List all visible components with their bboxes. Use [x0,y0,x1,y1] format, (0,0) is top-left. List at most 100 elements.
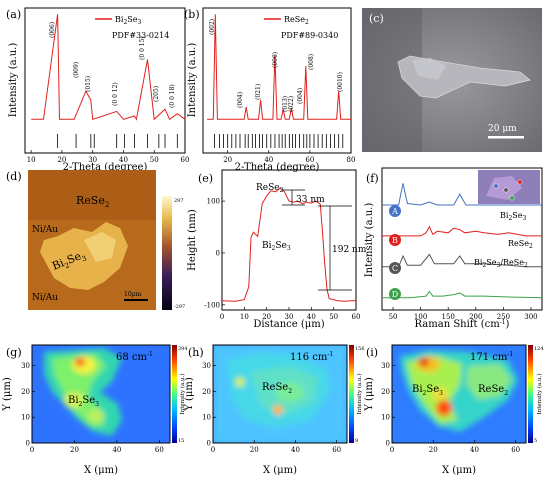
panel-h-cbar-min: 9 [355,438,358,444]
peak-label: (002) [209,19,216,35]
panel-g-letter: (g) [6,346,22,359]
panel-i: (i) 171 cm-1 Bi2Se3 ReSe2 124 5 Intensit… [364,344,544,476]
peak-label: (0 0 12) [112,82,119,106]
panel-e-label-bise: Bi2Se3 [262,241,291,252]
panel-b-ylabel: Intensity (a.u.) [187,43,198,118]
peak-label: (006) [272,52,279,68]
xrd-bi2se3-line [31,14,186,121]
panel-h-colorbar [349,345,354,443]
panel-i-cbar-min: 5 [534,438,537,444]
peak-label: (022) [288,96,295,112]
panel-c-scale-bar [488,136,524,139]
panel-h-xlabel: X (μm) [263,465,297,476]
panel-c-scale-label: 20 μm [488,124,517,134]
x-tick-label: 250 [497,313,510,321]
x-tick-label: 100 [414,313,427,321]
raman-spectrum-a [382,183,542,206]
panel-e: (e) Height (nm) Distance (μm) 0 10 20 30 40 5… [187,169,367,330]
x-tick-label: 20 [429,446,438,454]
panel-g-cbar-label: Intensity (a.u.) [179,374,186,415]
panel-a-peak-labels: (006) (009) (015) (0 0 12) (0 0 15) (205… [49,22,176,108]
panel-e-label-rese: ReSe2 [256,183,284,194]
panel-g-wavenumber: 68 cm-1 [116,351,153,363]
panel-d-letter: (d) [6,170,22,183]
x-tick-label: 150 [442,313,455,321]
panel-d-niau-top: Ni/Au [32,225,58,235]
panel-a-plot: 10 20 30 40 50 60 [27,14,190,164]
y-tick-label: 30 [202,362,211,370]
peak-label: (015) [85,76,92,92]
x-tick-label: 60 [181,156,190,164]
panel-f-letter: (f) [366,172,379,185]
panel-b-pdf-label: PDF#89-0340 [281,31,338,40]
y-tick-label: 0 [216,249,220,257]
panel-i-ylabel: Y (μm) [364,377,375,412]
y-tick-label: -100 [204,301,220,309]
panel-b-peak-labels: (002) (004) (021) (006) (013) (022) (004… [209,19,344,112]
panel-h-intensity [213,345,347,443]
panel-d-cbar-max: 297 [174,198,184,204]
panel-d-cbar-min: -297 [174,304,185,310]
x-tick-label: 40 [112,446,121,454]
y-tick-label: 30 [21,362,30,370]
panel-f-ylabel: Intensity (a.u.) [364,203,375,278]
peak-label: (205) [153,86,160,102]
panel-b-letter: (b) [184,8,200,21]
panel-b-xlabel: 2-Theta (degree) [235,162,320,173]
panel-g-ticks: 0 20 40 60 0 10 20 30 [21,362,164,454]
panel-b-frame [202,7,352,154]
panel-h-ylabel: Y (μm) [184,377,195,412]
panel-g-ylabel: Y (μm) [2,377,13,412]
peak-label: (0 0 15) [139,36,146,60]
x-tick-label: 50 [150,156,159,164]
y-tick-label: 0 [386,440,390,448]
panel-i-letter: (i) [366,346,378,359]
panel-h-cbar-max: 156 [355,346,365,352]
panel-d: (d) ReSe2 Bi2Se3 Ni/Au Ni/Au 10μm 297 -2… [6,170,185,310]
marker-a: A [391,207,398,216]
x-tick-label: 60 [352,313,361,321]
x-tick-label: 60 [155,446,164,454]
x-tick-label: 20 [250,446,259,454]
x-tick-label: 20 [262,313,271,321]
panel-g-intensity [44,348,122,436]
x-tick-label: 60 [332,446,341,454]
y-tick-label: 10 [202,414,211,422]
panel-h-cbar-label: Intensity (a.u.) [356,374,363,415]
panel-d-scale-bar [124,299,148,301]
x-tick-label: 0 [30,446,34,454]
panel-a-ylabel: Intensity (a.u.) [8,43,19,118]
peak-label: (006) [49,22,56,38]
panel-g-label-bise: Bi2Se3 [68,395,99,408]
panel-d-label-bise: Bi2Se3 [50,248,88,275]
panel-h-wavenumber: 116 cm-1 [290,351,333,363]
panel-a-pdf-label: PDF#33-0214 [112,31,169,40]
panel-f: (f) Intensity (a.u.) Raman Shift (cm-1) … [364,167,543,330]
panel-f-xlabel: Raman Shift (cm-1) [415,319,510,330]
x-tick-label: 20 [223,156,232,164]
y-tick-label: 10 [381,414,390,422]
peak-label: (0010) [337,72,344,92]
y-tick-label: 20 [202,388,211,396]
panel-f-frame [381,167,543,311]
panel-f-markers: A B C D [389,205,401,300]
raman-spectrum-d [382,290,543,299]
y-tick-label: 20 [21,388,30,396]
peak-label: (004) [237,92,244,108]
panel-g-cbar-min: 15 [178,438,184,444]
peak-label: (013) [282,96,289,112]
panel-d-colorbar [162,196,172,310]
panel-b-legend: ReSe2 [284,15,309,26]
marker-c: C [392,264,398,273]
raman-spectrum-c [382,253,542,268]
panel-a-xlabel: 2-Theta (degree) [63,162,148,173]
panel-d-niau-bottom: Ni/Au [32,293,58,303]
x-tick-label: 20 [70,446,79,454]
panel-a: (a) Intensity (a.u.) 2-Theta (degree) 10… [6,7,190,173]
panel-b: (b) Intensity (a.u.) 2-Theta (degree) 20… [184,7,355,173]
panel-f-label-a: Bi2Se3 [500,211,526,222]
y-tick-label: 30 [381,362,390,370]
y-tick-label: 0 [207,440,211,448]
panel-e-step1: 33 nm [296,195,325,205]
